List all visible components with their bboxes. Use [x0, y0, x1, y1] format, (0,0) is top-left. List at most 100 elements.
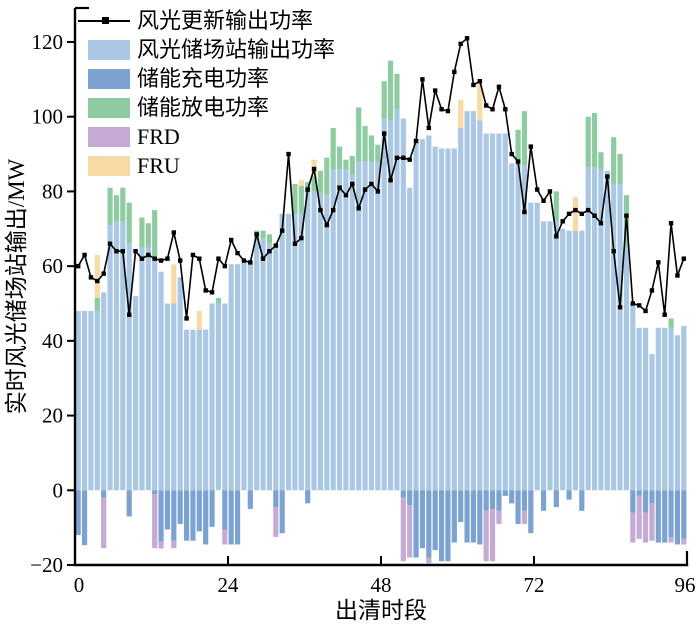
line-marker	[165, 256, 170, 261]
line-marker	[605, 174, 610, 179]
bar-station-output	[426, 135, 432, 491]
line-marker	[439, 107, 444, 112]
bar-station-output	[547, 221, 553, 491]
chart-legend: 风光更新输出功率 风光储场站输出功率 储能充电功率 储能放电功率 FRD	[78, 6, 335, 180]
line-marker	[279, 228, 285, 233]
bar-discharge	[126, 202, 132, 244]
bar-charge	[566, 490, 572, 500]
line-marker	[547, 189, 553, 194]
bar-station-output	[509, 163, 515, 491]
bar-station-output	[649, 353, 655, 491]
bar-charge	[407, 490, 413, 506]
bar-station-output	[407, 187, 413, 491]
line-marker	[209, 290, 215, 295]
bar-discharge	[324, 157, 330, 196]
bar-discharge	[375, 144, 381, 162]
bar-station-output	[502, 133, 508, 491]
bar-discharge	[292, 183, 298, 214]
line-marker	[177, 258, 183, 263]
line-marker	[197, 256, 202, 261]
line-marker	[630, 301, 636, 306]
bar-station-output	[540, 221, 547, 491]
bar-swatch-icon	[78, 97, 130, 118]
line-marker	[273, 243, 279, 248]
line-marker	[471, 82, 476, 88]
bar-charge	[496, 490, 502, 511]
bar-charge	[228, 490, 234, 545]
legend-item-frd: FRD	[78, 122, 335, 151]
bar-charge	[464, 490, 470, 543]
legend-item-fru: FRU	[78, 151, 335, 180]
bar-charge	[630, 490, 636, 513]
bar-discharge	[381, 81, 387, 119]
line-marker	[490, 107, 495, 112]
bar-station-output	[464, 111, 470, 491]
bar-station-output	[598, 169, 604, 491]
bar-station-output	[617, 183, 623, 491]
bar-charge	[642, 490, 649, 513]
line-marker	[554, 234, 559, 239]
bar-station-output	[394, 109, 400, 491]
bar-station-output	[215, 303, 222, 491]
bar-frd	[400, 497, 406, 562]
bar-station-output	[279, 213, 285, 491]
y-tick-label: 120	[32, 30, 64, 54]
bar-fru	[94, 254, 100, 298]
bar-station-output	[381, 118, 387, 491]
line-marker	[107, 241, 113, 246]
bar-discharge	[611, 137, 617, 184]
bar-charge	[553, 490, 559, 508]
bar-station-output	[681, 325, 687, 491]
legend-label: FRD	[137, 123, 180, 149]
bar-charge	[515, 490, 521, 524]
bar-frd	[273, 507, 279, 537]
bar-frd	[668, 536, 674, 543]
bar-charge	[81, 490, 88, 546]
bar-charge	[458, 490, 464, 523]
x-tick-label: 48	[371, 573, 392, 597]
bar-station-output	[534, 202, 540, 491]
bar-station-output	[470, 111, 477, 491]
line-marker	[350, 181, 355, 187]
bar-charge	[75, 490, 81, 536]
bar-station-output	[152, 258, 158, 491]
bar-frd	[636, 495, 642, 539]
line-marker	[573, 207, 578, 213]
line-marker	[171, 230, 177, 235]
line-marker	[643, 308, 648, 314]
y-axis-title: 实时风光储场站输出/MW	[4, 158, 29, 414]
line-marker	[458, 41, 463, 47]
bar-discharge	[266, 234, 273, 244]
bar-station-output	[209, 303, 215, 491]
x-axis-title: 出清时段	[335, 598, 427, 623]
bar-fru	[572, 197, 579, 231]
bar-station-output	[458, 127, 464, 491]
line-marker	[464, 36, 470, 41]
bar-station-output	[317, 193, 324, 491]
bar-frd	[222, 529, 228, 545]
bar-station-output	[413, 139, 419, 491]
legend-item-station-output: 风光储场站输出功率	[78, 35, 335, 64]
bar-station-output	[177, 277, 183, 491]
bar-station-output	[171, 303, 177, 491]
bar-station-output	[94, 310, 100, 491]
bar-charge	[101, 490, 107, 498]
bar-fru	[477, 79, 483, 121]
line-marker	[120, 249, 126, 254]
x-tick-label: 0	[74, 573, 85, 597]
bar-charge	[668, 490, 674, 537]
bar-charge	[190, 490, 196, 541]
line-marker	[101, 271, 106, 276]
bar-charge	[502, 490, 508, 496]
bar-station-output	[292, 213, 298, 491]
line-marker	[203, 288, 208, 293]
line-marker	[146, 252, 151, 258]
bar-charge	[509, 490, 515, 504]
bar-charge	[540, 490, 547, 511]
line-marker	[381, 131, 387, 136]
bar-charge	[305, 490, 311, 504]
bar-fru	[171, 264, 177, 304]
line-marker	[222, 263, 228, 269]
bar-station-output	[234, 264, 241, 491]
line-marker	[343, 192, 349, 198]
